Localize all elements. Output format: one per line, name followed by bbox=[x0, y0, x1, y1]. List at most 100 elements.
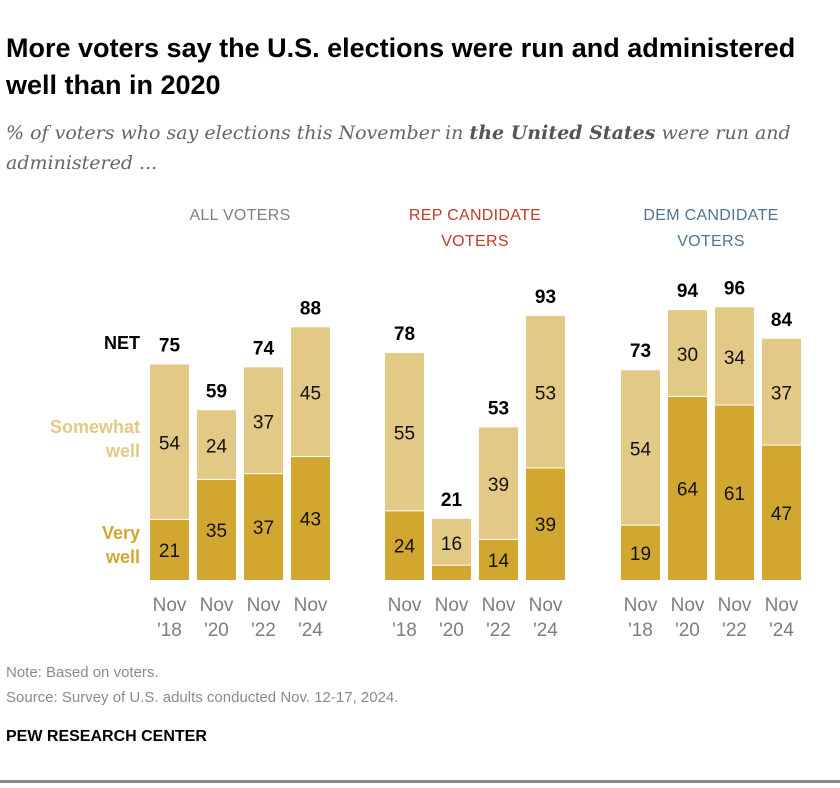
subtitle-text-end: were run and administered ... bbox=[6, 122, 791, 174]
group-header: VOTERS bbox=[677, 233, 745, 250]
x-tick-label: '24 bbox=[298, 620, 323, 641]
legend-very-well: well bbox=[105, 547, 140, 567]
x-tick-label: '22 bbox=[722, 620, 747, 641]
x-tick-label: Nov bbox=[435, 595, 469, 616]
chart-title: More voters say the U.S. elections were … bbox=[6, 33, 796, 100]
bar-somewhat-well bbox=[668, 310, 707, 396]
value-label-somewhat-well: 53 bbox=[535, 384, 556, 405]
bar-very-well bbox=[479, 539, 518, 580]
x-tick-label: '18 bbox=[392, 620, 417, 641]
bar-somewhat-well bbox=[621, 370, 660, 525]
x-tick-label: Nov bbox=[294, 595, 328, 616]
net-label: 88 bbox=[300, 298, 321, 319]
x-tick-label: '20 bbox=[204, 620, 229, 641]
value-label-somewhat-well: 24 bbox=[206, 437, 228, 458]
x-tick-label: Nov bbox=[718, 595, 752, 616]
net-label: 53 bbox=[488, 398, 509, 419]
chart-subtitle: % of voters who say elections this Novem… bbox=[6, 118, 836, 178]
x-tick-label: Nov bbox=[765, 595, 799, 616]
net-label: 94 bbox=[677, 281, 699, 302]
bar-somewhat-well bbox=[715, 307, 754, 405]
value-label-somewhat-well: 37 bbox=[253, 412, 274, 433]
net-label: 93 bbox=[535, 287, 556, 308]
bar-very-well bbox=[150, 519, 189, 580]
brand-logo-text: PEW RESEARCH CENTER bbox=[6, 728, 207, 745]
bar-very-well bbox=[291, 457, 330, 580]
net-label: 78 bbox=[394, 324, 415, 345]
value-label-very-well: 39 bbox=[535, 515, 556, 536]
bar-very-well bbox=[197, 479, 236, 580]
bar-very-well bbox=[668, 396, 707, 580]
legend-somewhat-well: Somewhat bbox=[50, 417, 140, 437]
x-tick-label: Nov bbox=[153, 595, 187, 616]
value-label-somewhat-well: 16 bbox=[441, 534, 462, 555]
bar-very-well bbox=[526, 468, 565, 580]
value-label-somewhat-well: 45 bbox=[300, 384, 321, 405]
x-tick-label: '18 bbox=[157, 620, 182, 641]
bar-somewhat-well bbox=[526, 315, 565, 468]
bar-somewhat-well bbox=[197, 410, 236, 479]
net-label: 84 bbox=[771, 310, 793, 331]
value-label-somewhat-well: 54 bbox=[159, 434, 181, 455]
x-tick-label: Nov bbox=[200, 595, 234, 616]
bar-very-well bbox=[244, 474, 283, 580]
bar-very-well bbox=[762, 445, 801, 580]
group-header: REP CANDIDATE bbox=[409, 207, 541, 224]
net-label: 73 bbox=[630, 341, 651, 362]
value-label-very-well: 47 bbox=[771, 504, 792, 525]
value-label-very-well: 24 bbox=[394, 537, 416, 558]
net-label: 21 bbox=[441, 490, 463, 511]
value-label-very-well: 43 bbox=[300, 510, 321, 531]
value-label-very-well: 35 bbox=[206, 521, 227, 542]
bar-very-well bbox=[715, 405, 754, 580]
value-label-very-well: 37 bbox=[253, 518, 274, 539]
net-label: 96 bbox=[724, 278, 745, 299]
value-label-somewhat-well: 37 bbox=[771, 384, 792, 405]
bar-somewhat-well bbox=[291, 327, 330, 457]
group-header: DEM CANDIDATE bbox=[643, 207, 778, 224]
bar-somewhat-well bbox=[244, 367, 283, 474]
legend-net: NET bbox=[104, 333, 140, 353]
bar-somewhat-well bbox=[432, 518, 471, 565]
x-tick-label: '20 bbox=[675, 620, 700, 641]
x-tick-label: '24 bbox=[533, 620, 558, 641]
net-label: 75 bbox=[159, 336, 181, 357]
group-header: VOTERS bbox=[441, 233, 509, 250]
x-tick-label: Nov bbox=[671, 595, 705, 616]
x-tick-label: '22 bbox=[251, 620, 276, 641]
value-label-very-well: 64 bbox=[677, 479, 699, 500]
bar-somewhat-well bbox=[385, 353, 424, 511]
bar-very-well bbox=[385, 511, 424, 580]
note: Note: Based on voters. bbox=[6, 664, 159, 681]
stacked-bar-chart: ALL VOTERS 21 54 75 Nov '18 35 24 59 Nov '20 37 37 74… bbox=[50, 207, 801, 641]
subtitle-emphasis: the United States bbox=[469, 122, 656, 144]
x-tick-label: Nov bbox=[482, 595, 516, 616]
value-label-somewhat-well: 54 bbox=[630, 439, 652, 460]
bar-very-well bbox=[432, 565, 471, 580]
value-label-somewhat-well: 39 bbox=[488, 475, 509, 496]
net-label: 59 bbox=[206, 381, 227, 402]
value-label-very-well: 19 bbox=[630, 544, 651, 565]
value-label-very-well: 14 bbox=[488, 551, 510, 572]
x-tick-label: Nov bbox=[624, 595, 658, 616]
bar-very-well bbox=[621, 525, 660, 580]
x-tick-label: '24 bbox=[769, 620, 794, 641]
bottom-divider bbox=[0, 780, 840, 783]
legend-very-well: Very bbox=[102, 523, 140, 543]
legend-somewhat-well: well bbox=[105, 441, 140, 461]
value-label-somewhat-well: 55 bbox=[394, 424, 415, 445]
value-label-somewhat-well: 34 bbox=[724, 348, 746, 369]
value-label-very-well: 21 bbox=[159, 541, 180, 562]
x-tick-label: '18 bbox=[628, 620, 653, 641]
bar-somewhat-well bbox=[150, 364, 189, 519]
x-tick-label: '22 bbox=[486, 620, 511, 641]
value-label-somewhat-well: 30 bbox=[677, 345, 698, 366]
x-tick-label: Nov bbox=[247, 595, 281, 616]
bar-somewhat-well bbox=[479, 427, 518, 539]
group-header: ALL VOTERS bbox=[189, 207, 290, 224]
x-tick-label: '20 bbox=[439, 620, 464, 641]
net-label: 74 bbox=[253, 338, 275, 359]
value-label-very-well: 61 bbox=[724, 484, 745, 505]
x-tick-label: Nov bbox=[388, 595, 422, 616]
source: Source: Survey of U.S. adults conducted … bbox=[6, 689, 399, 706]
